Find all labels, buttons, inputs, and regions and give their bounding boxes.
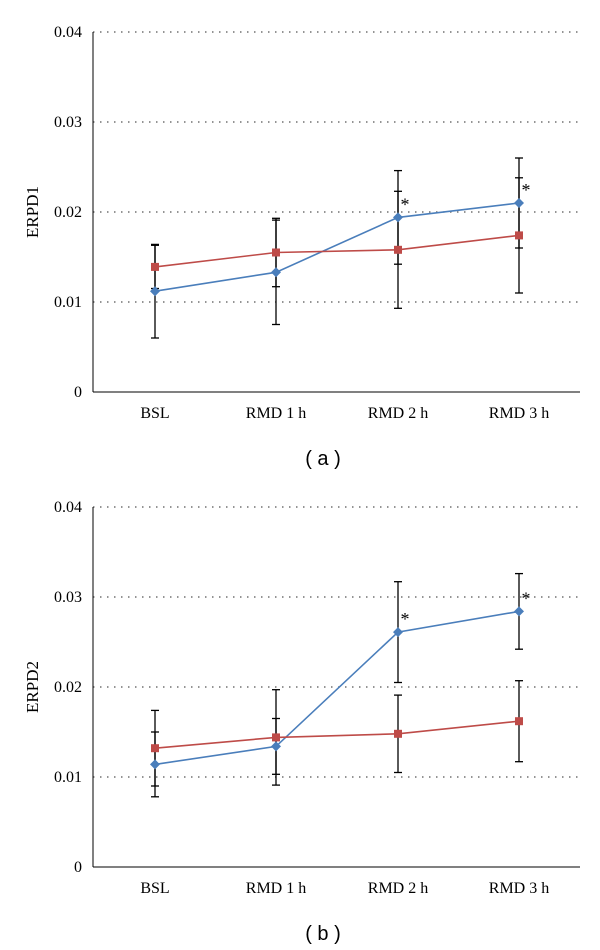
x-tick-label-0: BSL [140,880,169,897]
x-tick-label-2: RMD 2 h [368,405,428,422]
series-red-point-3 [515,717,523,726]
series-blue-point-2 [393,627,403,638]
x-tick-label-3: RMD 3 h [489,880,549,897]
y-tick-label-4: 0.04 [54,24,82,41]
series-blue-point-3 [514,198,524,208]
series-red-point-2 [394,729,402,738]
series-red-point-0 [151,744,159,753]
y-axis-title: ERPD2 [23,661,42,713]
significance-star-1: * [522,588,531,608]
x-tick-label-2: RMD 2 h [368,880,428,897]
significance-star-1: * [522,180,531,200]
y-tick-label-3: 0.03 [54,589,82,606]
y-tick-label-0: 0 [74,384,82,401]
series-red-point-2 [394,245,402,254]
y-axis-title: ERPD1 [23,186,42,238]
panel-label: ( b ) [305,923,341,945]
chart-panel-b: 0 0.01 0.02 0.03 0.04 BSL RMD 1 h RMD 2 h RMD 3 … [23,499,580,945]
x-tick-label-1: RMD 1 h [246,880,306,897]
series-blue-line [154,202,520,292]
series-red-line [154,720,520,749]
x-tick-label-3: RMD 3 h [489,405,549,422]
series-blue-point-2 [393,212,403,223]
y-tick-label-3: 0.03 [54,114,82,131]
chart-panel-a: 0 0.01 0.02 0.03 0.04 BSL RMD 1 h RMD 2 h RMD 3 … [23,24,580,470]
series-blue-point-0 [150,286,160,297]
series-blue-point-1 [271,741,281,752]
series-blue-point-0 [150,759,160,770]
series-red-point-1 [272,733,280,742]
y-tick-label-1: 0.01 [54,769,82,786]
series-red-point-1 [272,248,280,257]
series-blue-point-3 [514,606,524,617]
y-tick-label-1: 0.01 [54,294,82,311]
panel-label: ( a ) [305,448,341,470]
y-tick-label-2: 0.02 [54,679,82,696]
significance-star-0: * [401,609,410,629]
y-tick-label-4: 0.04 [54,499,82,516]
series-blue-line [154,610,520,766]
series-red-line [154,234,520,268]
series-red-point-3 [515,231,523,240]
x-tick-label-0: BSL [140,405,169,422]
y-tick-label-2: 0.02 [54,204,82,221]
significance-star-0: * [401,194,410,214]
x-tick-label-1: RMD 1 h [246,405,306,422]
series-blue-point-1 [271,267,281,278]
series-red-point-0 [151,262,159,271]
y-tick-label-0: 0 [74,859,82,876]
